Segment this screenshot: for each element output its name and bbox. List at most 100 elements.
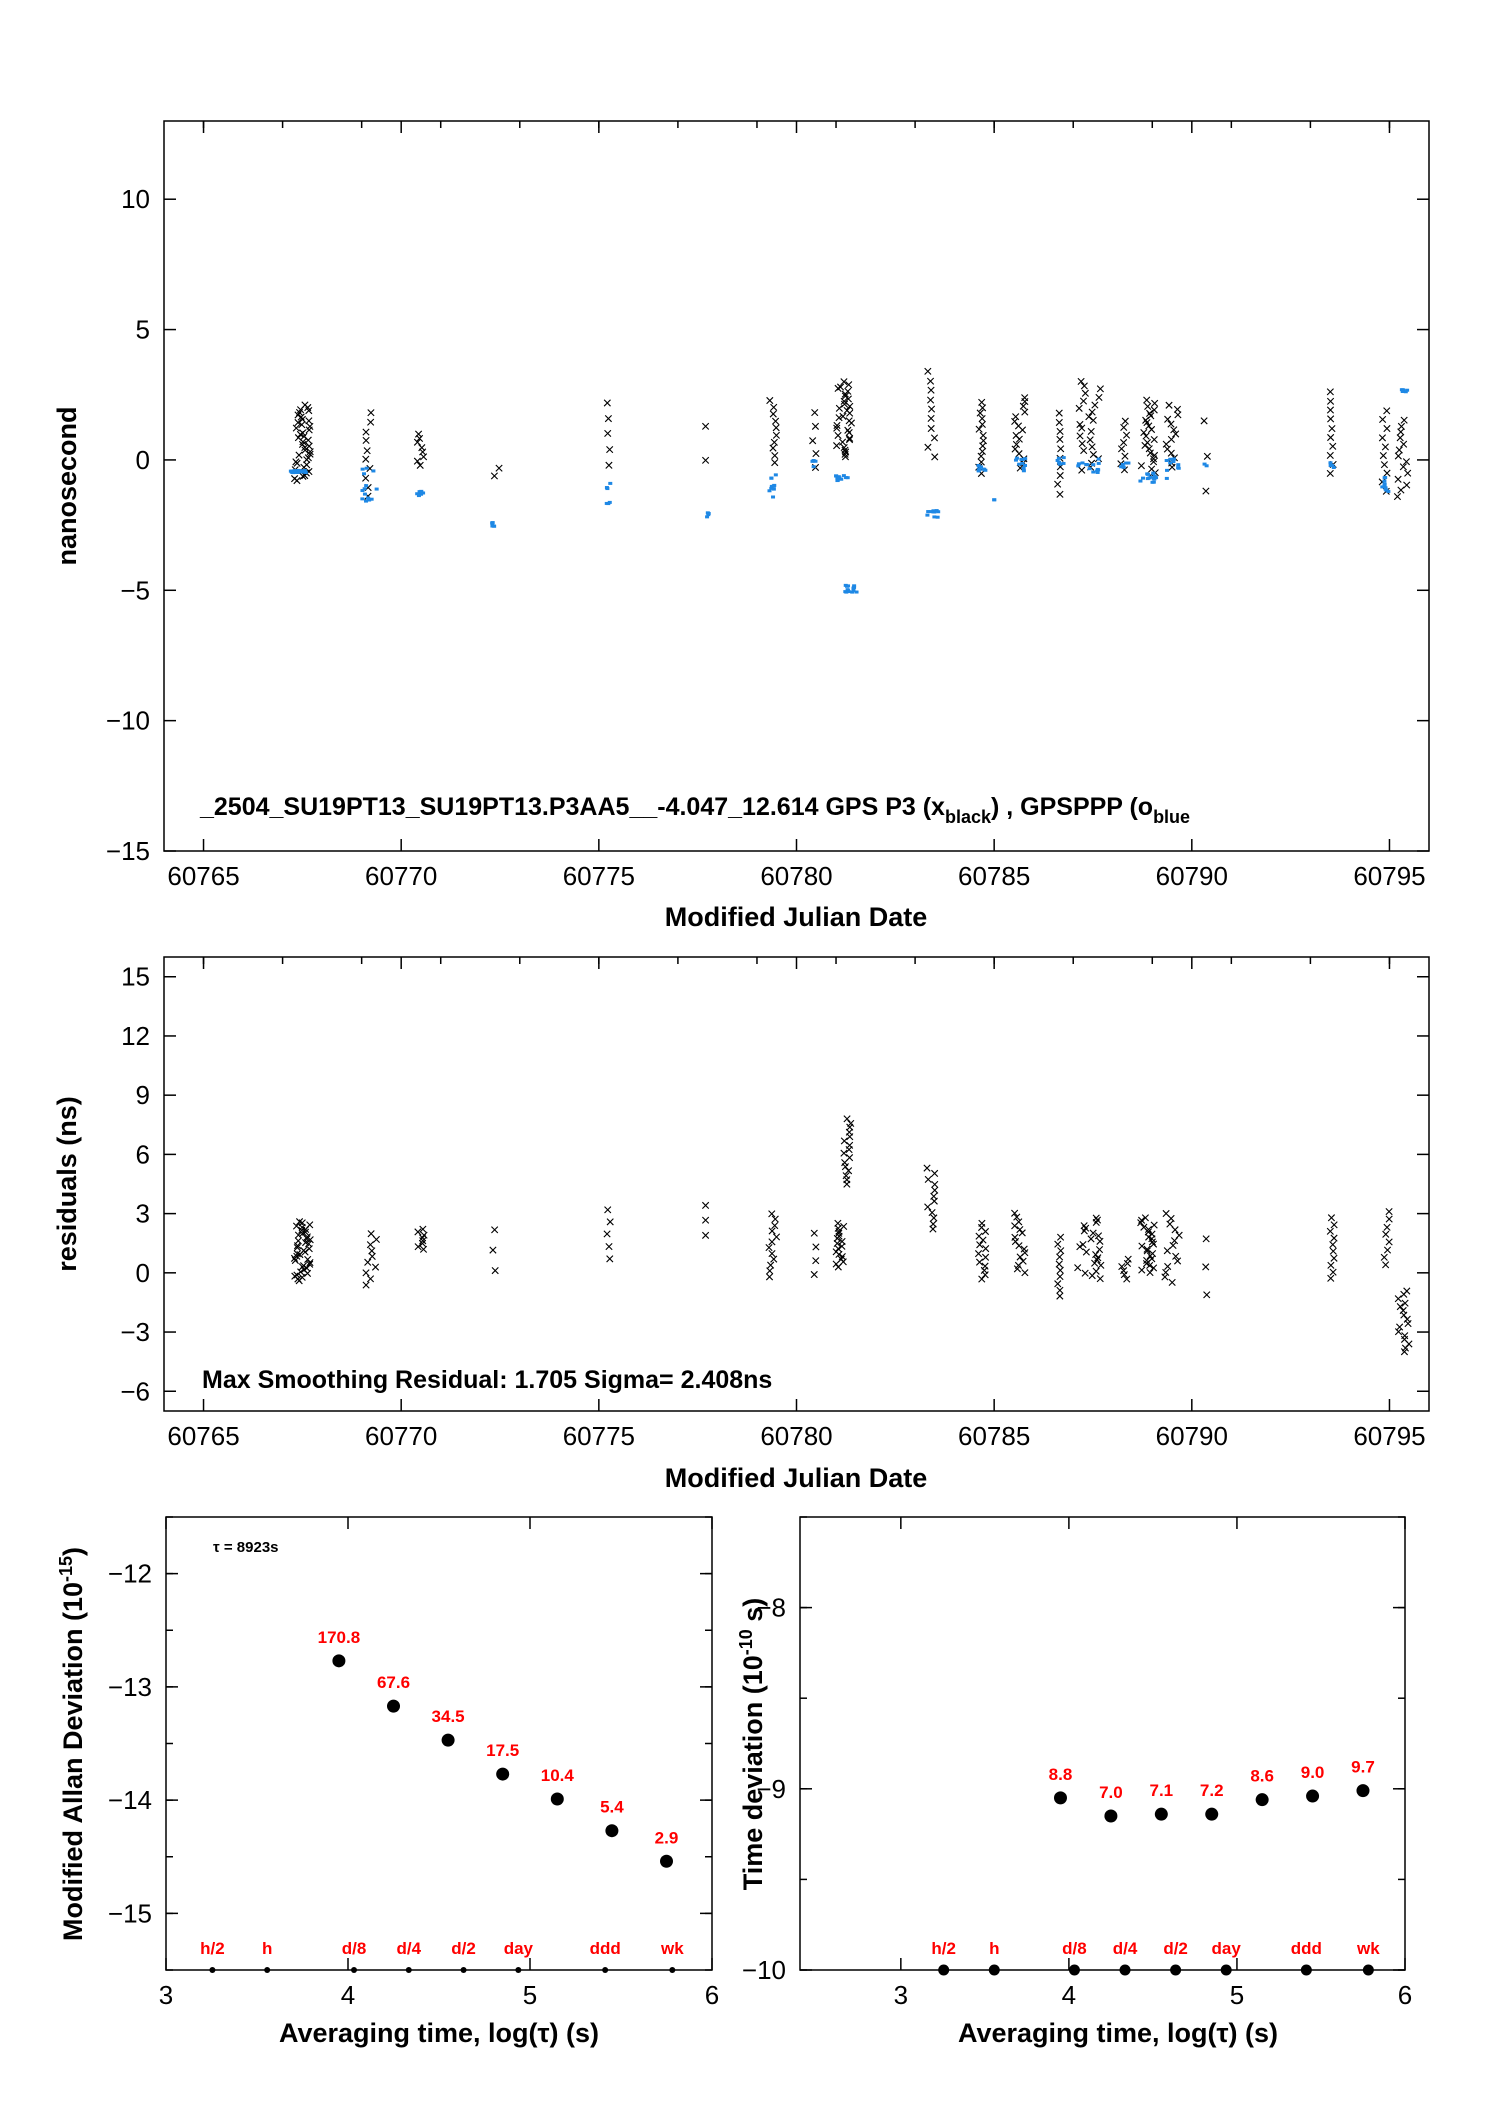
data-point <box>305 417 313 425</box>
data-point <box>975 1258 984 1266</box>
data-point <box>1056 435 1064 443</box>
data-point <box>297 413 305 421</box>
data-point <box>767 489 772 493</box>
data-point <box>490 521 495 525</box>
data-point <box>1175 1231 1183 1239</box>
data-point <box>292 469 297 473</box>
data-point <box>769 410 777 418</box>
data-point <box>1014 456 1019 460</box>
data-point <box>1396 434 1404 442</box>
data-point <box>306 1258 314 1267</box>
data-point <box>1091 463 1096 467</box>
data-point <box>368 1247 376 1255</box>
data-point <box>771 487 776 491</box>
data-point <box>928 1208 936 1217</box>
data-point <box>1396 1303 1404 1311</box>
data-point <box>1329 1240 1337 1249</box>
data-point <box>1168 1278 1176 1287</box>
data-point <box>606 502 611 506</box>
data-point <box>976 468 981 472</box>
y-axis-title: Time deviation (10-10 s) <box>736 1598 768 1891</box>
data-point <box>851 589 856 593</box>
data-point <box>292 1222 301 1230</box>
data-point <box>812 1257 820 1265</box>
data-point <box>1056 1286 1064 1294</box>
data-point <box>1327 1214 1336 1222</box>
data-point <box>1167 435 1175 444</box>
data-point <box>1078 440 1086 448</box>
data-point <box>840 443 848 452</box>
data-point <box>1057 1247 1065 1255</box>
data-point <box>1385 1207 1393 1216</box>
data-point <box>976 464 981 468</box>
data-point <box>1400 440 1408 448</box>
reference-point <box>264 1967 271 1973</box>
data-point <box>1150 480 1155 484</box>
y-tick-label: −10 <box>742 1955 786 1985</box>
data-point <box>930 434 939 442</box>
data-point <box>1146 472 1151 476</box>
data-point <box>1053 1791 1067 1805</box>
data-point <box>768 1250 776 1258</box>
data-point <box>1054 480 1062 488</box>
axis-ticks: 3 4 5 6 −15 −14 −13 −12 <box>108 1516 719 2010</box>
reference-point <box>1220 1964 1232 1976</box>
data-point <box>1330 464 1335 468</box>
data-point <box>1087 467 1092 471</box>
data-point <box>850 590 855 594</box>
data-point <box>1080 1222 1088 1230</box>
data-label: 8.6 <box>1250 1767 1274 1786</box>
data-point <box>1327 433 1335 442</box>
reference-label: d/2 <box>1163 1939 1188 1958</box>
data-point <box>550 1792 564 1806</box>
data-point <box>1055 409 1063 417</box>
data-point <box>1143 1256 1151 1265</box>
allan-deviation-panel: 3 4 5 6 −15 −14 −13 −12 170.8 67.6 34.5 17.5 10.4 5.… <box>56 1516 719 2048</box>
data-point <box>705 511 710 515</box>
data-point <box>416 494 421 498</box>
y-tick-label: −13 <box>108 1672 152 1702</box>
data-point <box>1012 413 1020 421</box>
data-point <box>1086 436 1094 444</box>
data-point <box>1020 457 1025 461</box>
data-point <box>845 428 853 437</box>
data-point <box>1205 1807 1219 1821</box>
data-point <box>1095 470 1100 474</box>
data-point <box>419 1237 427 1245</box>
data-point <box>1015 1218 1023 1226</box>
reference-point <box>602 1967 609 1973</box>
reference-point <box>209 1967 216 1973</box>
data-point <box>924 443 932 451</box>
data-point <box>1096 457 1101 461</box>
data-point <box>1161 1273 1169 1281</box>
x-tick-label: 60785 <box>958 861 1030 891</box>
data-point <box>604 1206 612 1214</box>
data-point <box>1326 406 1335 414</box>
x-tick-label: 60795 <box>1353 1421 1425 1451</box>
data-point <box>812 1243 820 1251</box>
y-tick-label: −10 <box>106 706 150 736</box>
reference-label: h <box>262 1939 272 1958</box>
data-point <box>1055 458 1060 462</box>
data-point <box>1104 1809 1118 1823</box>
data-point <box>924 367 932 375</box>
data-point <box>835 414 843 422</box>
data-point <box>978 1275 986 1283</box>
data-point <box>769 486 774 490</box>
data-point <box>306 422 314 431</box>
reference-label: ddd <box>1291 1939 1322 1958</box>
data-point <box>301 1239 310 1247</box>
data-point <box>1096 1237 1104 1245</box>
data-point <box>840 1222 848 1231</box>
data-point <box>413 438 422 446</box>
data-point <box>299 470 304 474</box>
data-point <box>364 466 369 470</box>
x-tick-label: 60780 <box>760 1421 832 1451</box>
data-point <box>809 437 817 445</box>
data-point <box>1383 1246 1392 1254</box>
data-point <box>771 1215 779 1223</box>
data-point <box>926 396 935 404</box>
data-point <box>769 484 774 488</box>
x-tick-label: 60775 <box>563 1421 635 1451</box>
reference-point <box>669 1967 676 1973</box>
